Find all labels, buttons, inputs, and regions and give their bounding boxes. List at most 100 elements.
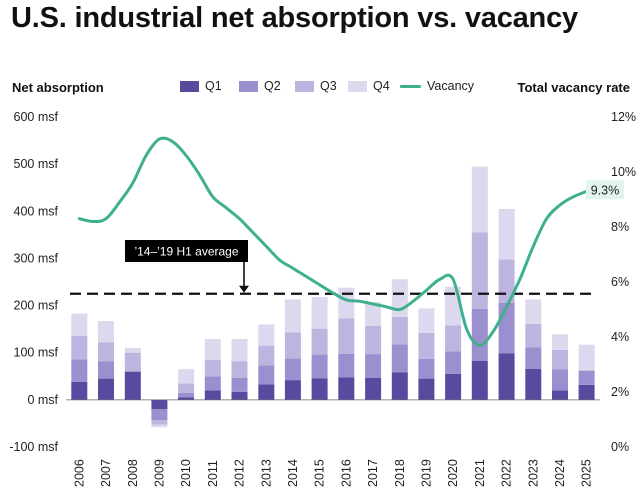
bar-q3-2024 (552, 349, 568, 370)
left-tick-label: 200 msf (14, 299, 59, 313)
legend-swatch-vacancy (400, 84, 421, 88)
bar-q2-2013 (258, 365, 275, 385)
left-tick-label: -100 msf (9, 440, 58, 454)
bar-q1-2006 (71, 381, 88, 400)
right-tick-label: 10% (611, 165, 636, 179)
left-tick-label: 400 msf (14, 204, 59, 218)
bar-q2-2021 (471, 308, 488, 361)
x-tick-label: 2020 (446, 459, 460, 487)
legend-item-q2: Q2 (239, 79, 281, 93)
vacancy-line (77, 136, 589, 347)
bar-q3-2015 (311, 328, 328, 355)
bar-q3-2023 (525, 324, 542, 348)
x-tick-label: 2022 (500, 459, 514, 487)
left-tick-label: 0 msf (27, 393, 58, 407)
bar-q4-2019 (418, 308, 435, 333)
x-tick-label: 2021 (473, 459, 487, 487)
average-callout-box (125, 240, 248, 262)
bar-q2-2006 (71, 359, 88, 382)
bar-q4-2015 (311, 297, 328, 329)
bar-q1-2010 (178, 397, 195, 400)
bar-q4-2014 (284, 299, 301, 333)
bar-q3-2009 (151, 420, 168, 425)
bar-q1-2015 (311, 378, 328, 400)
bar-q4-2024 (552, 334, 568, 350)
legend-label-q3: Q3 (320, 79, 337, 93)
right-tick-label: 4% (611, 330, 629, 344)
bar-q2-2022 (498, 302, 515, 354)
bar-q2-2009 (151, 409, 168, 421)
x-tick-label: 2024 (553, 459, 567, 487)
x-tick-label: 2019 (419, 459, 433, 487)
legend-swatch-q3 (295, 80, 314, 92)
bar-q3-2019 (418, 332, 435, 359)
bar-q3-2013 (258, 345, 275, 366)
bar-q2-2025 (578, 370, 595, 385)
bar-q3-2020 (445, 325, 462, 352)
bar-q3-2017 (365, 325, 382, 355)
bar-q4-2022 (498, 208, 515, 260)
bar-q4-2021 (471, 166, 488, 233)
bar-q4-2009 (151, 424, 168, 428)
bar-q1-2022 (498, 353, 515, 400)
x-tick-label: 2025 (580, 459, 594, 487)
bar-q1-2017 (365, 377, 382, 400)
bar-q4-2006 (71, 313, 88, 336)
bar-q1-2014 (284, 380, 301, 400)
bar-q1-2025 (578, 384, 595, 400)
bar-q4-2008 (124, 348, 141, 353)
left-tick-label: 100 msf (14, 346, 59, 360)
bar-q4-2012 (231, 339, 248, 362)
bar-q3-2016 (338, 318, 355, 354)
bar-q2-2012 (231, 377, 248, 392)
bar-q2-2018 (391, 344, 408, 373)
x-tick-label: 2023 (526, 459, 540, 487)
bar-q4-2016 (338, 287, 355, 319)
legend: Q1 Q2 Q3 Q4 Vacancy (0, 79, 640, 97)
left-tick-label: 300 msf (14, 251, 59, 265)
bar-q1-2007 (98, 378, 114, 400)
vacancy-end-label: 9.3% (591, 183, 620, 197)
legend-swatch-q4 (348, 80, 367, 92)
bar-q1-2009 (151, 399, 168, 410)
bar-q3-2008 (124, 352, 141, 372)
legend-item-q4: Q4 (348, 79, 390, 93)
bar-q3-2014 (284, 332, 301, 359)
x-tick-label: 2008 (126, 459, 140, 487)
legend-item-q3: Q3 (295, 79, 337, 93)
bar-q1-2021 (471, 360, 488, 400)
bar-q3-2011 (204, 359, 221, 377)
bar-q1-2020 (445, 373, 462, 400)
x-tick-label: 2012 (233, 459, 247, 487)
bar-q2-2014 (284, 358, 301, 381)
bar-q1-2016 (338, 377, 355, 400)
legend-swatch-q2 (239, 80, 258, 92)
bar-q2-2015 (311, 354, 328, 379)
right-axis-label: Total vacancy rate (517, 80, 630, 95)
x-tick-label: 2010 (179, 459, 193, 487)
bar-q2-2017 (365, 354, 382, 378)
bar-q3-2012 (231, 361, 248, 378)
bar-q4-2023 (525, 299, 542, 324)
x-tick-label: 2013 (259, 459, 273, 487)
bar-q1-2012 (231, 391, 248, 400)
legend-label-q1: Q1 (205, 79, 222, 93)
bar-q1-2011 (204, 390, 221, 400)
bar-q3-2010 (178, 383, 195, 393)
average-callout-label: ’14–’19 H1 average (134, 245, 238, 259)
x-tick-label: 2016 (339, 459, 353, 487)
x-tick-label: 2015 (313, 459, 327, 487)
x-tick-label: 2018 (393, 459, 407, 487)
bar-q3-2006 (71, 335, 88, 360)
bar-q4-2011 (204, 339, 221, 360)
bar-q1-2008 (124, 371, 141, 400)
legend-label-q2: Q2 (264, 79, 281, 93)
vacancy-end-label-bg (586, 180, 624, 200)
left-axis-label: Net absorption (12, 80, 104, 95)
right-tick-label: 8% (611, 220, 629, 234)
bar-q2-2019 (418, 358, 435, 379)
bar-q4-2007 (98, 321, 114, 343)
bar-q2-2011 (204, 376, 221, 391)
chart-title: U.S. industrial net absorption vs. vacan… (11, 2, 578, 34)
